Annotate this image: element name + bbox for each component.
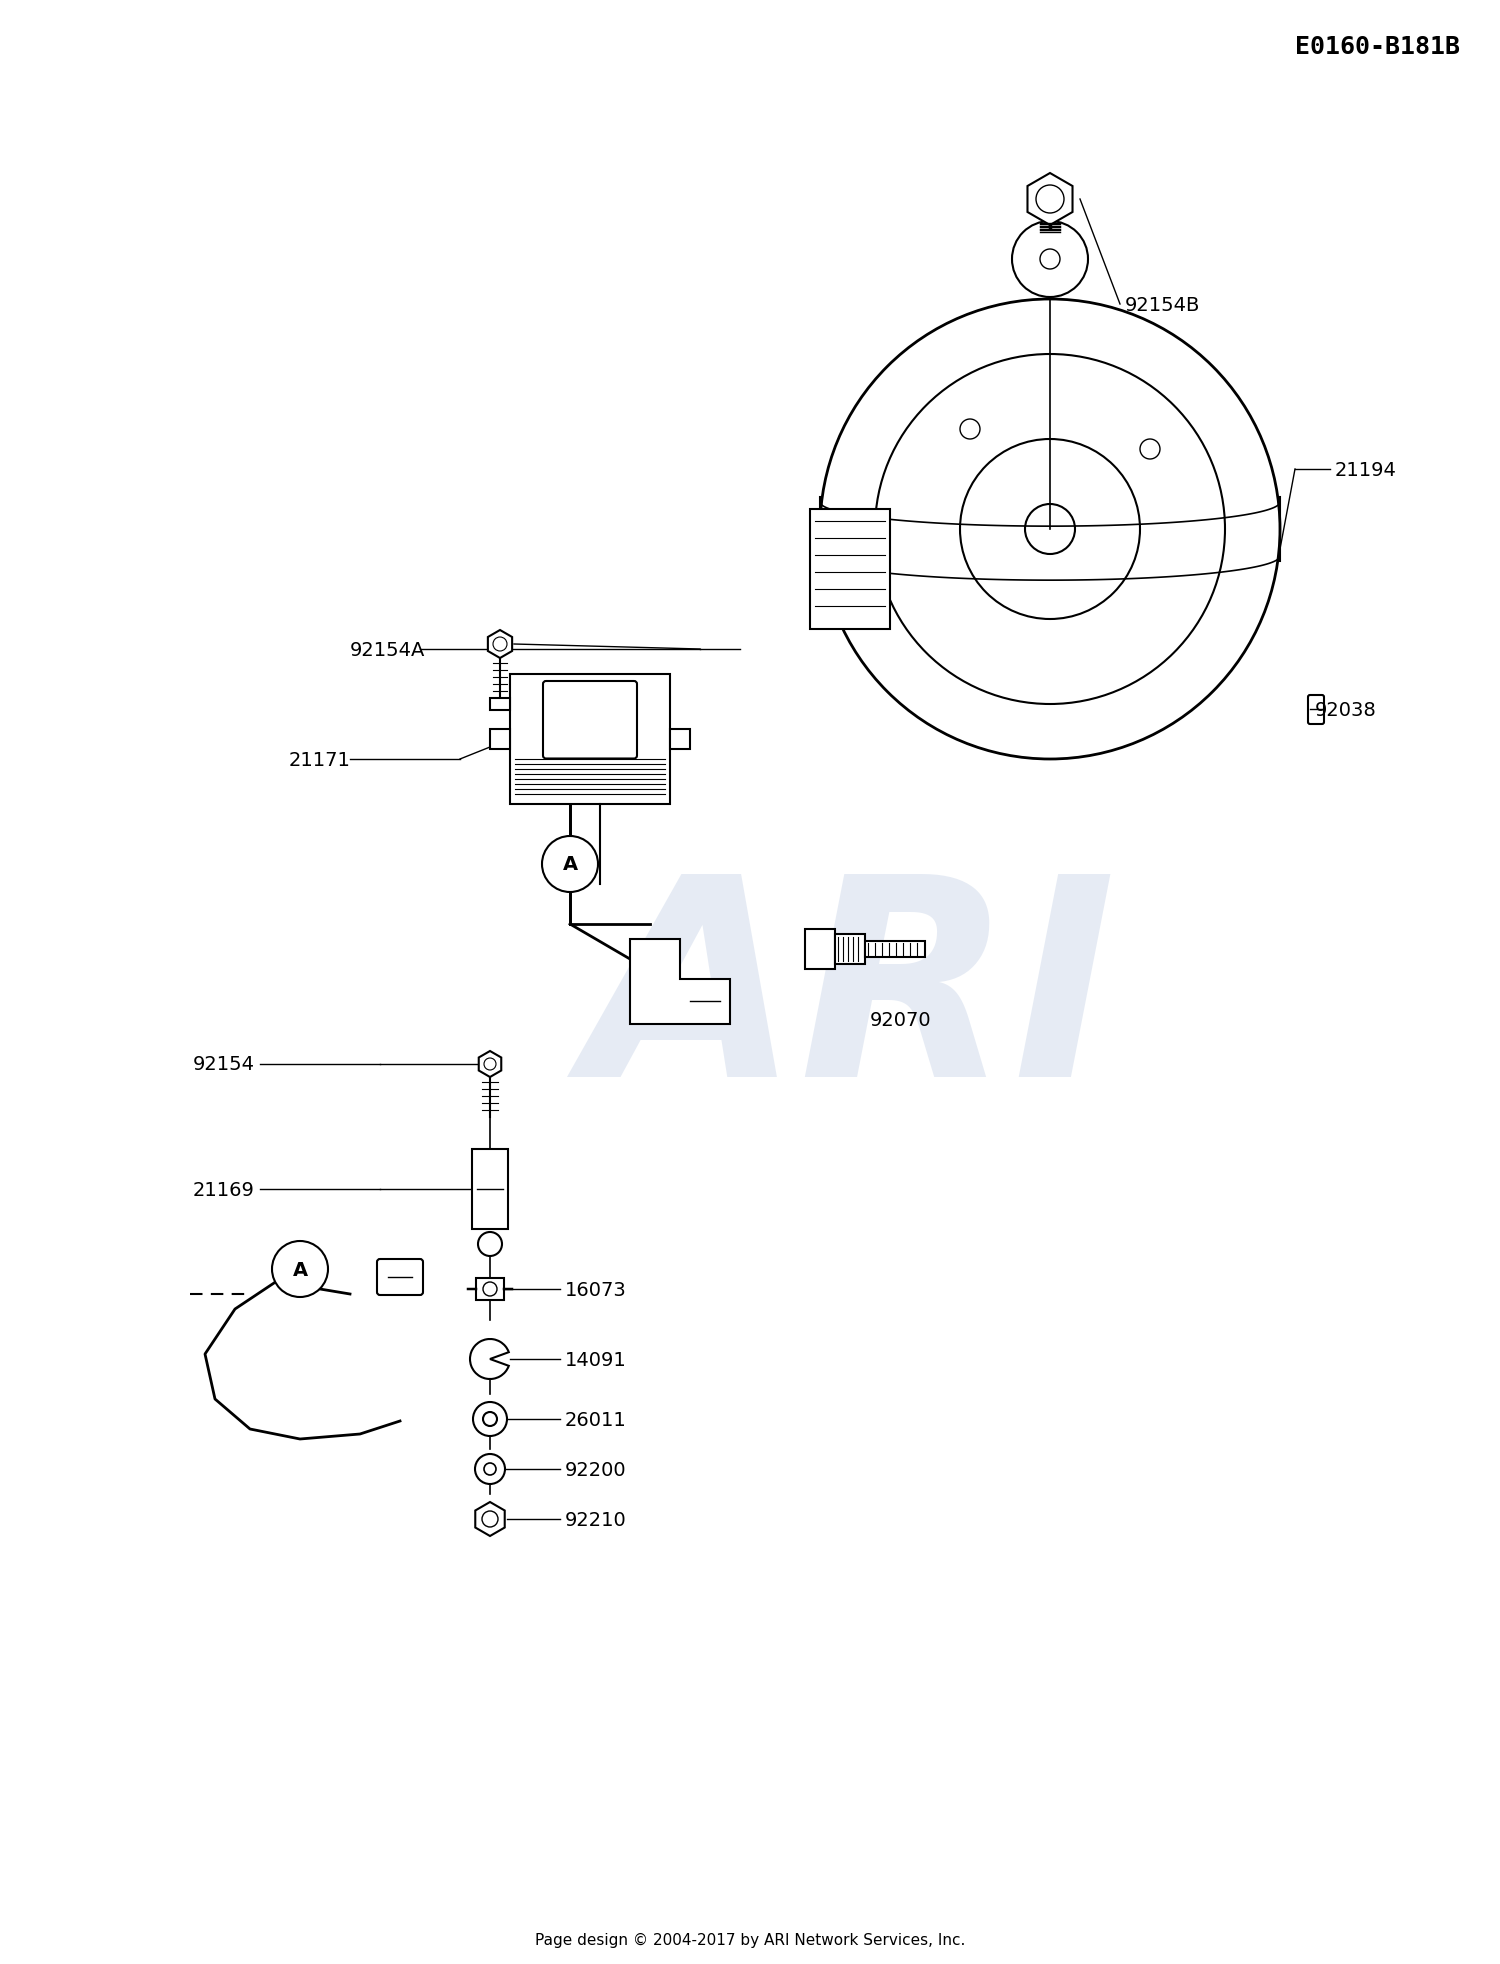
Circle shape bbox=[1013, 222, 1088, 299]
FancyBboxPatch shape bbox=[806, 929, 836, 970]
Polygon shape bbox=[478, 1051, 501, 1078]
Polygon shape bbox=[630, 939, 730, 1025]
Circle shape bbox=[542, 837, 598, 892]
FancyBboxPatch shape bbox=[1308, 695, 1324, 725]
Circle shape bbox=[472, 1402, 507, 1436]
FancyBboxPatch shape bbox=[472, 1149, 508, 1229]
FancyBboxPatch shape bbox=[810, 511, 889, 630]
Circle shape bbox=[476, 1453, 506, 1485]
Polygon shape bbox=[488, 630, 512, 658]
FancyBboxPatch shape bbox=[476, 1279, 504, 1300]
Text: 16073: 16073 bbox=[566, 1281, 627, 1298]
FancyBboxPatch shape bbox=[836, 935, 866, 964]
Text: 26011: 26011 bbox=[566, 1410, 627, 1428]
Text: Page design © 2004-2017 by ARI Network Services, Inc.: Page design © 2004-2017 by ARI Network S… bbox=[536, 1931, 964, 1946]
Text: 92154A: 92154A bbox=[350, 640, 426, 660]
Text: 92200: 92200 bbox=[566, 1459, 627, 1479]
FancyBboxPatch shape bbox=[490, 699, 510, 711]
Text: 92038: 92038 bbox=[1316, 699, 1377, 719]
Text: 14091: 14091 bbox=[566, 1349, 627, 1369]
Text: A: A bbox=[562, 854, 578, 874]
Text: 21169: 21169 bbox=[194, 1180, 255, 1198]
Text: E0160-B181B: E0160-B181B bbox=[1294, 35, 1460, 59]
FancyBboxPatch shape bbox=[376, 1259, 423, 1296]
Text: 92154: 92154 bbox=[194, 1055, 255, 1074]
Text: 92070: 92070 bbox=[870, 1009, 932, 1029]
Text: ARI: ARI bbox=[584, 864, 1116, 1135]
Circle shape bbox=[272, 1241, 328, 1298]
Text: 92210: 92210 bbox=[566, 1510, 627, 1528]
Text: 92154B: 92154B bbox=[1125, 295, 1200, 314]
FancyBboxPatch shape bbox=[490, 731, 510, 750]
Text: A: A bbox=[292, 1259, 308, 1279]
Polygon shape bbox=[476, 1502, 504, 1536]
Polygon shape bbox=[1028, 175, 1072, 226]
Text: 21171: 21171 bbox=[288, 750, 350, 770]
FancyBboxPatch shape bbox=[543, 682, 638, 760]
Text: 21194: 21194 bbox=[1335, 460, 1396, 479]
FancyBboxPatch shape bbox=[865, 941, 926, 958]
FancyBboxPatch shape bbox=[510, 676, 670, 805]
FancyBboxPatch shape bbox=[670, 731, 690, 750]
